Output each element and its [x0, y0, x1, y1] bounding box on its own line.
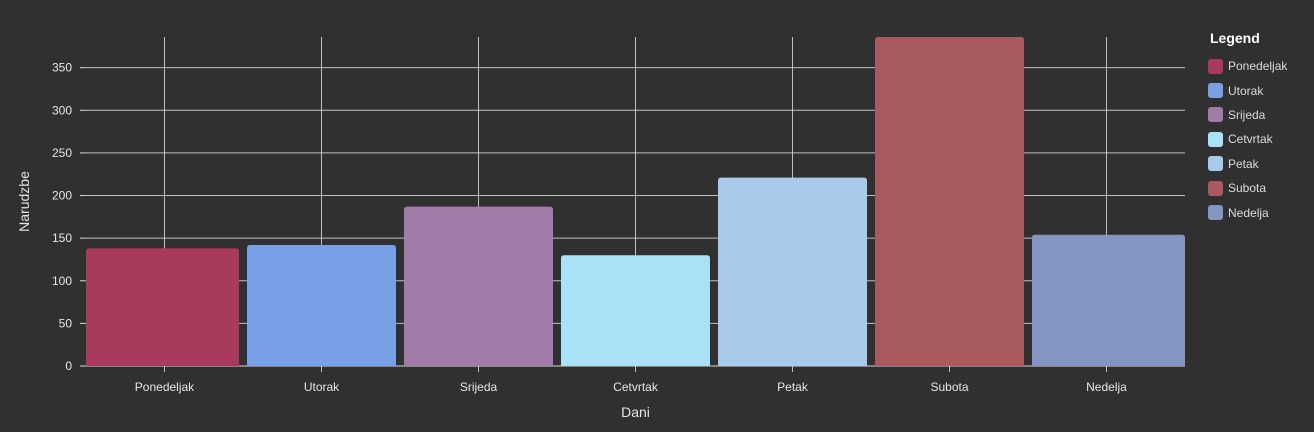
bar-nedelja[interactable] — [1032, 234, 1185, 366]
legend-label: Cetvrtak — [1228, 132, 1273, 147]
y-tick-label: 150 — [52, 231, 72, 245]
x-axis-title: Dani — [621, 404, 650, 420]
bar-cetvrtak[interactable] — [561, 255, 710, 366]
legend-swatch — [1208, 156, 1223, 172]
legend-label: Nedelja — [1228, 205, 1269, 220]
legend-items: Ponedeljak Utorak Srijeda Cetvrtak Petak Subo… — [1208, 54, 1312, 225]
legend-label: Utorak — [1228, 83, 1264, 98]
legend-label: Subota — [1228, 181, 1267, 196]
legend-swatch — [1208, 83, 1223, 99]
x-tick-label: Nedelja — [1086, 380, 1127, 394]
y-axis-ticks: 0 50 100 150 200 250 300 350 — [52, 61, 72, 373]
x-tick-label: Srijeda — [460, 380, 498, 394]
legend-swatch — [1208, 131, 1223, 147]
x-tick-label: Utorak — [304, 380, 340, 394]
y-tick-label: 100 — [52, 274, 72, 288]
legend-swatch — [1208, 107, 1223, 123]
x-tick-label: Cetvrtak — [613, 380, 659, 394]
y-tick-label: 0 — [65, 359, 72, 373]
x-tick-label: Ponedeljak — [135, 380, 195, 394]
bar-utorak[interactable] — [247, 244, 396, 366]
x-tick-label: Petak — [777, 380, 809, 394]
legend-item-cetvrtak[interactable]: Cetvrtak — [1208, 127, 1312, 151]
x-tick-label: Subota — [930, 380, 968, 394]
legend-item-petak[interactable]: Petak — [1208, 152, 1312, 176]
legend-swatch — [1208, 205, 1223, 221]
y-tick-label: 300 — [52, 103, 72, 117]
legend-item-ponedeljak[interactable]: Ponedeljak — [1208, 54, 1312, 78]
y-tick-label: 250 — [52, 146, 72, 160]
legend-item-utorak[interactable]: Utorak — [1208, 78, 1312, 102]
x-axis-ticks: Ponedeljak Utorak Srijeda Cetvrtak Petak Subo… — [135, 380, 1127, 394]
legend-label: Srijeda — [1228, 107, 1266, 122]
bar-srijeda[interactable] — [404, 206, 553, 366]
legend-item-nedelja[interactable]: Nedelja — [1208, 200, 1312, 224]
y-tick-label: 50 — [59, 316, 73, 330]
bar-petak[interactable] — [718, 177, 867, 366]
y-tick-label: 350 — [52, 61, 72, 75]
bar-ponedeljak[interactable] — [86, 248, 239, 366]
y-tick-label: 200 — [52, 189, 72, 203]
bars — [86, 37, 1185, 366]
legend-swatch — [1208, 58, 1223, 74]
legend: Legend Ponedeljak Utorak Srijeda Cetvrtak Pe… — [1208, 30, 1312, 225]
legend-item-srijeda[interactable]: Srijeda — [1208, 103, 1312, 127]
legend-label: Petak — [1228, 156, 1259, 171]
legend-item-subota[interactable]: Subota — [1208, 176, 1312, 200]
legend-title: Legend — [1210, 30, 1260, 46]
bar-subota[interactable] — [875, 37, 1024, 366]
y-axis-title: Narudzbe — [16, 171, 32, 232]
legend-swatch — [1208, 180, 1223, 196]
legend-label: Ponedeljak — [1228, 59, 1288, 74]
